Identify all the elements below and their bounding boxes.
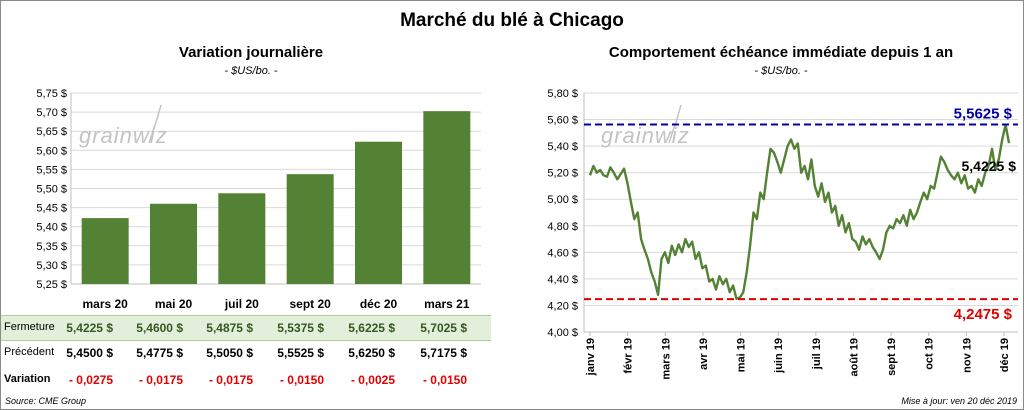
source-note: Source: CME Group — [5, 396, 87, 406]
line-xtick-label: nov 19 — [961, 338, 973, 373]
line-ytick-label: 5,40 $ — [547, 141, 578, 153]
bar-1 — [150, 203, 197, 284]
left-chart-title: Variation journalière — [178, 44, 324, 61]
bar-category-label: mai 20 — [155, 297, 193, 311]
left-chart-unit: - $US/bo. - — [224, 65, 278, 77]
table-row-fermeture: Fermeture 5,4225 $ 5,4600 $ 5,4875 $ 5,5… — [1, 315, 491, 341]
line-xtick-label: avr 19 — [698, 338, 710, 370]
bar-ytick-label: 5,25 $ — [36, 279, 67, 291]
cell-variation-mars-21: - 0,0150 — [422, 373, 467, 387]
cell-variation-juil-20: - 0,0175 — [208, 373, 253, 387]
right-chart-unit: - $US/bo. - — [754, 65, 808, 77]
table-row-precedent: Précédent 5,4500 $ 5,4775 $ 5,5050 $ 5,5… — [1, 341, 491, 365]
line-xtick-label: oct 19 — [924, 338, 936, 370]
bar-0 — [81, 218, 129, 284]
line-ytick-label: 4,80 $ — [547, 221, 578, 233]
row-label-variation: Variation — [4, 373, 51, 385]
cell-variation-sept-20: - 0,0150 — [279, 373, 324, 387]
bar-3 — [286, 174, 334, 284]
line-ytick-label: 4,00 $ — [547, 327, 578, 339]
line-ytick-label: 5,20 $ — [547, 168, 578, 180]
max-reference-label: 5,5625 $ — [954, 106, 1013, 123]
line-watermark-mark — [668, 104, 682, 144]
last-price-label: 5,4225 $ — [962, 158, 1017, 174]
cell-fermeture-dec-20: 5,6225 $ — [348, 321, 395, 335]
cell-variation-mai-20: - 0,0175 — [138, 373, 183, 387]
min-reference-label: 4,2475 $ — [954, 306, 1013, 323]
line-xtick-label: juil 19 — [811, 338, 823, 370]
bar-2 — [218, 193, 266, 284]
bar-category-label: juil 20 — [224, 297, 259, 311]
line-xtick-label: sept 19 — [886, 338, 898, 376]
cell-variation-mars-20: - 0,0275 — [68, 373, 113, 387]
cell-precedent-sept-20: 5,5525 $ — [277, 346, 324, 360]
price-series-line — [588, 123, 1011, 300]
bar-ytick-label: 5,45 $ — [36, 203, 67, 215]
line-ytick-label: 5,60 $ — [547, 115, 578, 127]
cell-precedent-mars-21: 5,7175 $ — [420, 346, 467, 360]
line-ytick-label: 4,20 $ — [547, 300, 578, 312]
line-xtick-label: mai 19 — [736, 338, 748, 372]
page-title: Marché du blé à Chicago — [400, 10, 624, 31]
cell-precedent-dec-20: 5,6250 $ — [348, 346, 395, 360]
bar-ytick-label: 5,65 $ — [36, 126, 67, 138]
bar-chart: 5,25 $ 5,30 $ 5,35 $ 5,40 $ 5,45 $ 5,50 $ 5,55… — [36, 88, 481, 311]
cell-fermeture-mars-20: 5,4225 $ — [66, 321, 113, 335]
row-label-fermeture: Fermeture — [4, 321, 55, 333]
bar-ytick-label: 5,40 $ — [36, 222, 67, 234]
bar-ytick-label: 5,60 $ — [36, 145, 67, 157]
bar-ytick-label: 5,35 $ — [36, 241, 67, 253]
bar-ytick-label: 5,70 $ — [36, 107, 67, 119]
bar-ytick-label: 5,50 $ — [36, 184, 67, 196]
cell-fermeture-sept-20: 5,5375 $ — [277, 321, 324, 335]
cell-fermeture-mars-21: 5,7025 $ — [420, 321, 467, 335]
bar-ytick-label: 5,75 $ — [36, 88, 67, 100]
row-label-precedent: Précédent — [4, 346, 55, 358]
line-xtick-label: janv 19 — [585, 338, 597, 376]
bar-category-label: mars 20 — [82, 297, 128, 311]
cell-variation-dec-20: - 0,0025 — [350, 373, 395, 387]
bar-category-label: sept 20 — [289, 297, 331, 311]
bar-4 — [355, 141, 402, 284]
bar-5 — [423, 111, 471, 285]
cell-fermeture-juil-20: 5,4875 $ — [206, 321, 253, 335]
bar-ytick-label: 5,55 $ — [36, 164, 67, 176]
right-chart-title: Comportement échéance immédiate depuis 1… — [608, 44, 954, 61]
line-ytick-label: 4,60 $ — [547, 247, 578, 259]
line-ytick-label: 4,40 $ — [547, 274, 578, 286]
line-ytick-label: 5,80 $ — [547, 88, 578, 100]
line-xtick-label: févr 19 — [623, 338, 635, 373]
update-note: Mise à jour: ven 20 déc 2019 — [901, 396, 1017, 406]
cell-precedent-mai-20: 5,4775 $ — [136, 346, 183, 360]
line-ytick-label: 5,00 $ — [547, 194, 578, 206]
line-xtick-label: déc 19 — [999, 338, 1011, 372]
line-xtick-label: août 19 — [848, 338, 860, 377]
bar-ytick-label: 5,30 $ — [36, 260, 67, 272]
line-xtick-label: juin 19 — [773, 338, 785, 374]
table-row-variation: Variation - 0,0275 - 0,0175 - 0,0175 - 0… — [1, 368, 491, 392]
cell-precedent-juil-20: 5,5050 $ — [206, 346, 253, 360]
line-watermark-text: grainwiz — [601, 123, 690, 148]
bar-watermark-mark — [148, 104, 162, 144]
line-xtick-label: mars 19 — [660, 338, 672, 380]
bar-category-label: déc 20 — [360, 297, 398, 311]
cell-fermeture-mai-20: 5,4600 $ — [136, 321, 183, 335]
cell-precedent-mars-20: 5,4500 $ — [66, 346, 113, 360]
bar-category-label: mars 21 — [424, 297, 470, 311]
